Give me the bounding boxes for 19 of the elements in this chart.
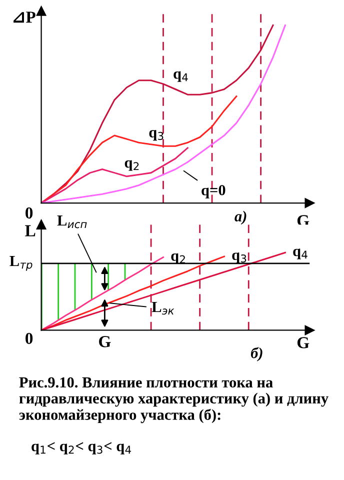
text: б) xyxy=(250,347,262,362)
series-label: q$_{4}$ xyxy=(293,248,308,260)
text: Рис.9.10. Влияние плотности тока на гидравлическую характеристику (а) и длину экономайзерного участка (б): xyxy=(19,377,328,424)
series-label: q$_{3}$ xyxy=(149,130,164,141)
text: 0 xyxy=(26,207,33,219)
text: G xyxy=(99,336,111,348)
y-axis-title: L xyxy=(25,225,36,236)
text: q$_{1}$< q$_{2}$< q$_{3}$< q$_{4}$ xyxy=(32,442,131,454)
y-axis-title: ⊿P xyxy=(14,12,36,23)
annotation: L$_{эк}$ xyxy=(152,302,174,315)
series-label: q$_{3}$ xyxy=(232,252,246,264)
ref-line-label: L$_{тр}$ xyxy=(10,256,32,271)
x-axis-title: G xyxy=(297,337,310,348)
series-label: q=0 xyxy=(202,185,226,198)
text: 0 xyxy=(26,332,33,344)
series-label: q$_{4}$ xyxy=(174,71,188,82)
series-label: q$_{2}$ xyxy=(124,160,139,171)
text: L$_{исп}$ xyxy=(57,216,87,228)
text: а) xyxy=(234,210,246,225)
